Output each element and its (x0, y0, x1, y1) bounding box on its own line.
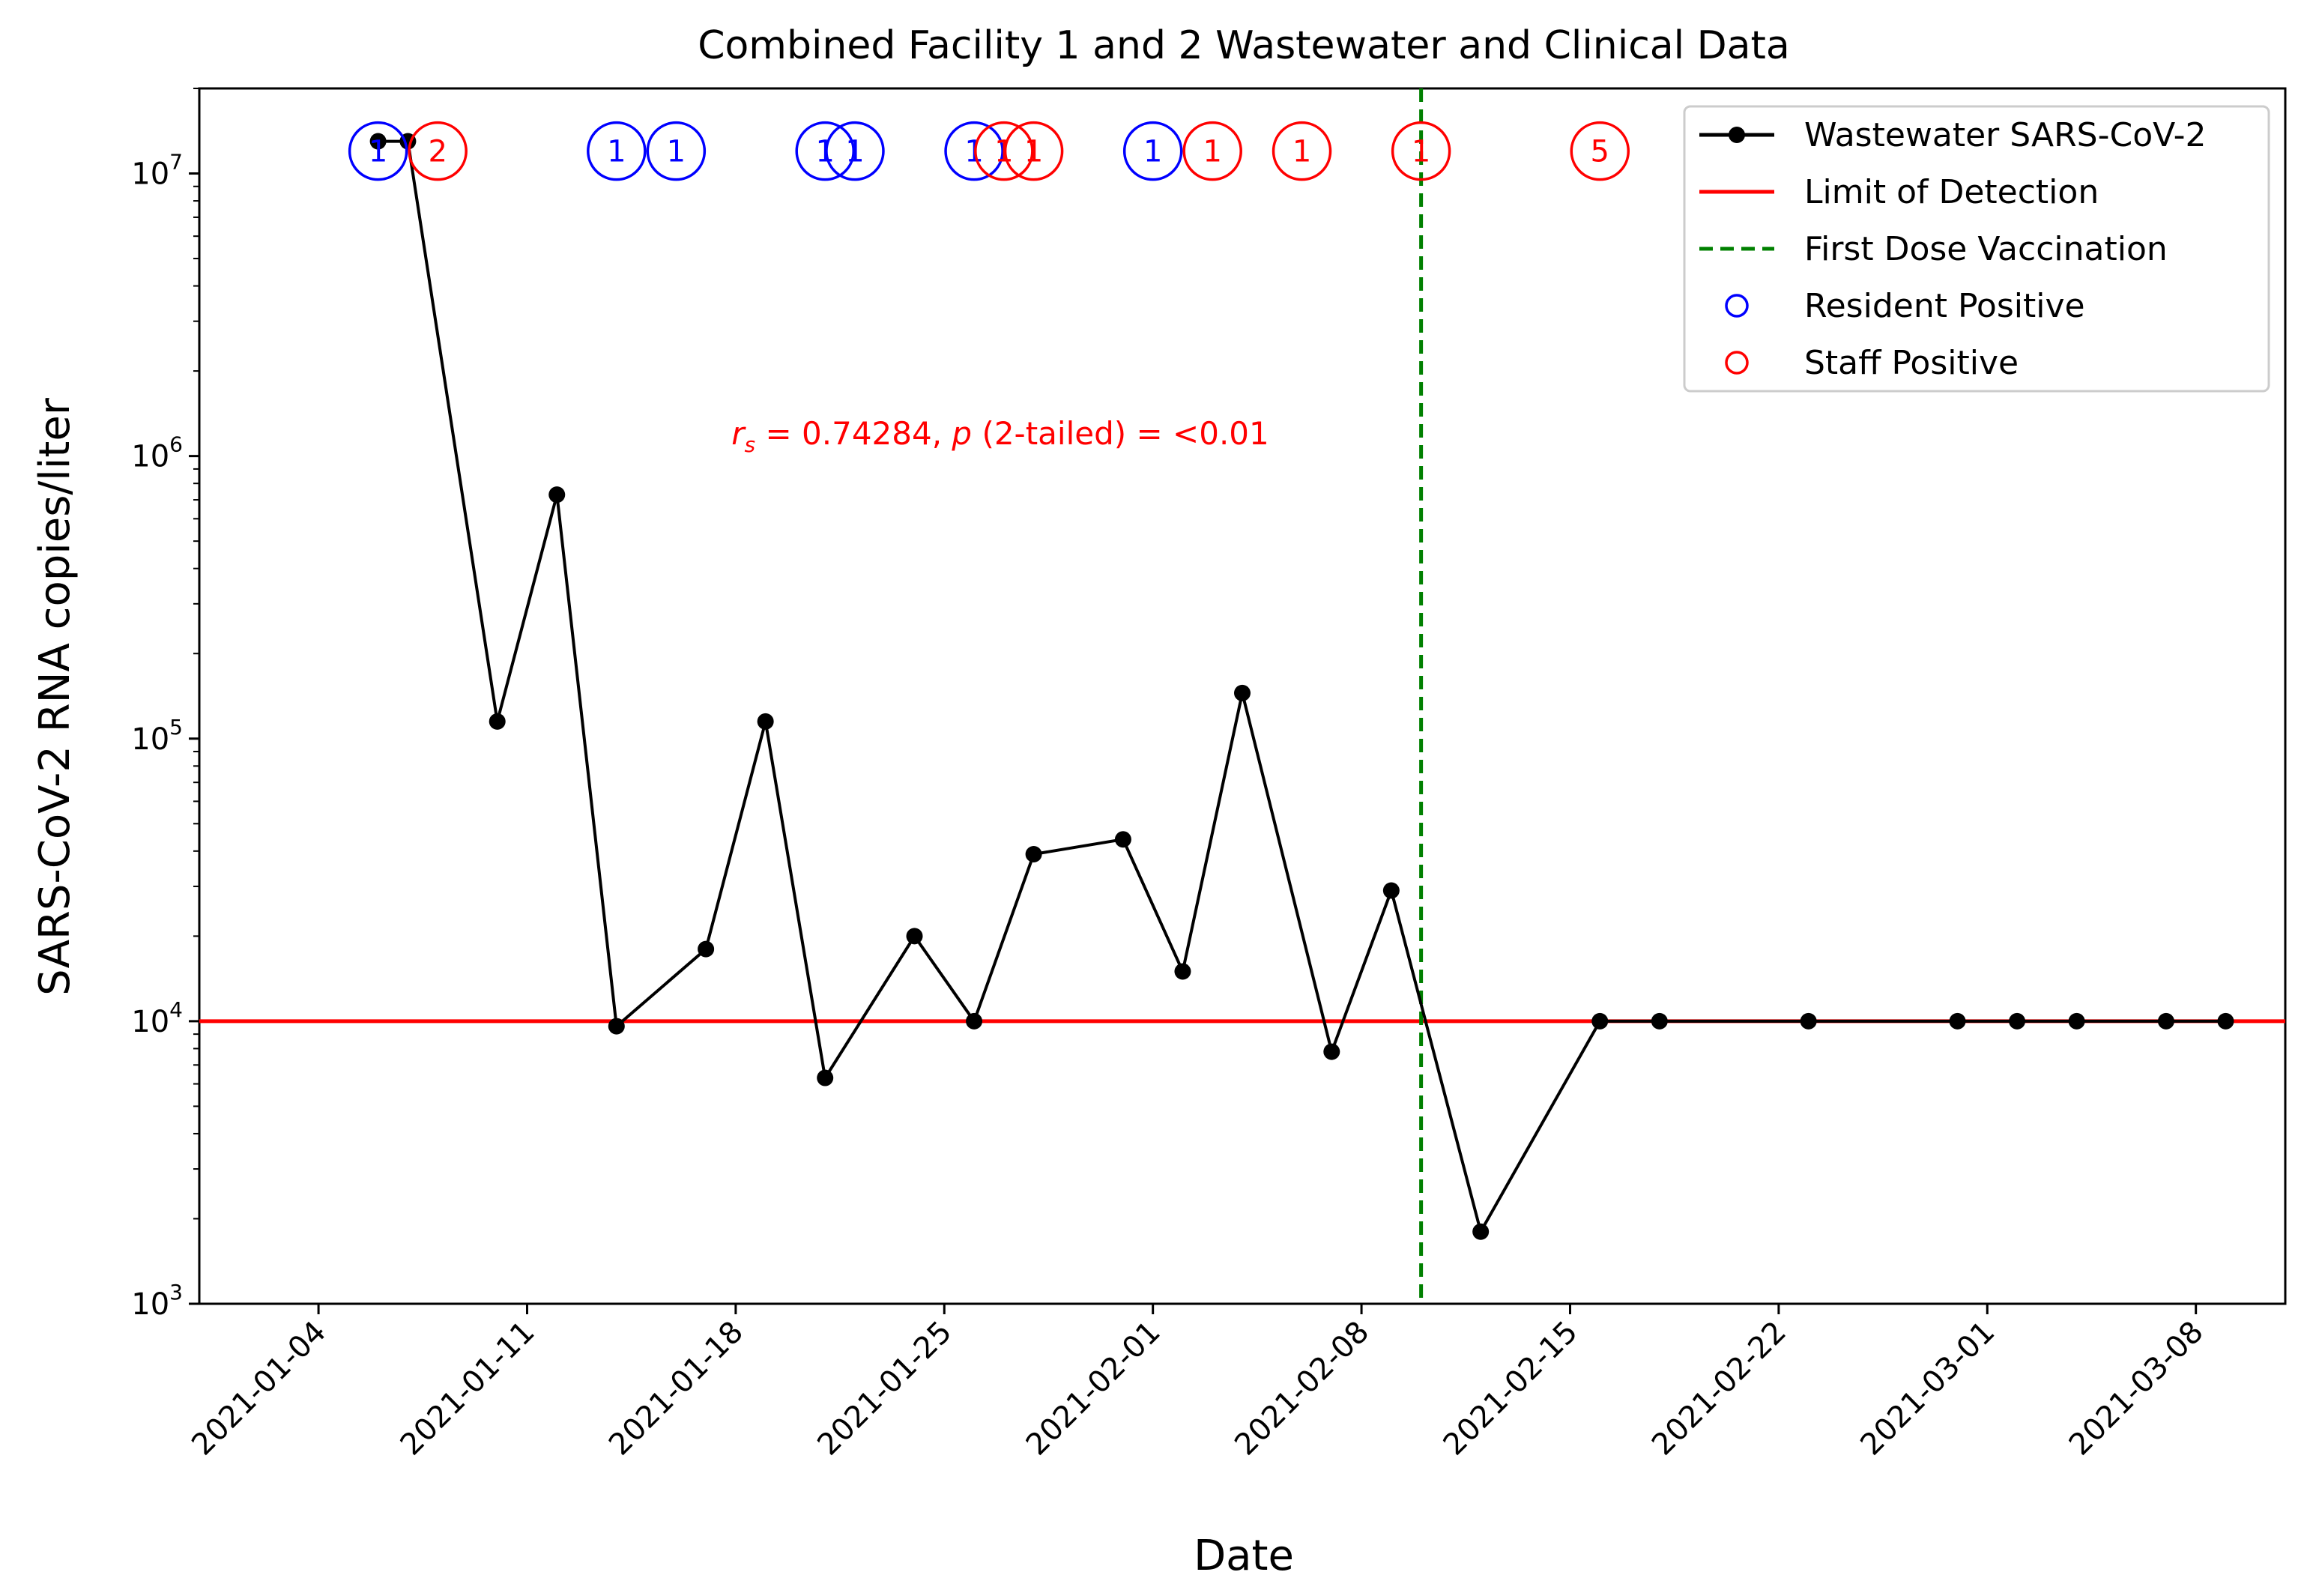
staff-positive-marker (1272, 121, 1332, 181)
legend: Wastewater SARS-CoV-2 Limit of Detection F… (1683, 105, 2270, 393)
x-tick-label: 2021-01-04 (185, 1315, 333, 1463)
resident-positive-marker (646, 121, 707, 181)
x-tick-label: 2021-01-11 (394, 1315, 542, 1463)
data-point (2157, 1012, 2174, 1030)
legend-entry: First Dose Vaccination (1699, 230, 2168, 268)
data-point (757, 713, 774, 730)
data-point (1472, 1223, 1490, 1240)
y-axis: 103 104 105 106 107 (131, 88, 199, 1322)
resident-positive-count: 1 (369, 135, 387, 169)
staff-positive-marker (1182, 121, 1242, 181)
resident-positive-marker (1122, 121, 1183, 181)
legend-label: Staff Positive (1804, 344, 2019, 382)
data-point (2009, 1012, 2026, 1030)
legend-label: First Dose Vaccination (1804, 230, 2168, 268)
x-tick-label: 2021-02-08 (1228, 1315, 1376, 1463)
data-point (489, 713, 506, 730)
legend-label: Wastewater SARS-CoV-2 (1804, 116, 2207, 154)
data-point (1114, 831, 1131, 848)
resident-positive-count: 1 (815, 135, 834, 169)
data-point (369, 133, 387, 150)
y-tick-label: 105 (131, 715, 183, 757)
legend-swatch-marker (1729, 127, 1745, 143)
legend-label: Limit of Detection (1804, 173, 2099, 211)
resident-positive-count: 1 (1143, 135, 1162, 169)
y-tick-label: 106 (131, 432, 183, 474)
resident-positive-marker (825, 121, 885, 181)
legend-entry: Limit of Detection (1699, 173, 2099, 211)
staff-positive-count: 1 (1024, 135, 1043, 169)
data-point (1234, 684, 1251, 701)
staff-positive-marker (1391, 121, 1451, 181)
data-point (1174, 963, 1191, 980)
staff-positive-count: 1 (1412, 135, 1430, 169)
legend-entry: Staff Positive (1725, 344, 2019, 382)
correlation-annotation: rs = 0.74284, p (2-tailed) = <0.01 (731, 415, 1269, 457)
data-point (2217, 1012, 2234, 1030)
data-point (548, 486, 566, 504)
x-tick-label: 2021-01-25 (811, 1315, 958, 1463)
staff-positive-count: 1 (994, 135, 1013, 169)
y-tick-label: 107 (131, 150, 183, 192)
data-point (2068, 1012, 2085, 1030)
y-tick-label: 103 (131, 1280, 183, 1322)
resident-positive-count: 1 (607, 135, 626, 169)
resident-positive-marker (944, 121, 1004, 181)
legend-label: Resident Positive (1804, 287, 2085, 325)
staff-positive-count: 1 (1203, 135, 1222, 169)
series-layer (369, 133, 2234, 1240)
resident-positive-count: 1 (667, 135, 686, 169)
x-tick-label: 2021-02-22 (1645, 1315, 1793, 1463)
data-point (1800, 1012, 1817, 1030)
legend-entry: Wastewater SARS-CoV-2 (1699, 116, 2207, 154)
staff-positive-count: 2 (428, 135, 447, 169)
data-point (1591, 1012, 1609, 1030)
y-axis-title: SARS-CoV-2 RNA copies/liter (31, 397, 79, 996)
legend-box (1683, 105, 2270, 393)
y-tick-label: 104 (131, 997, 183, 1039)
data-point (1025, 845, 1042, 862)
data-point (1651, 1012, 1668, 1030)
x-axis: 2021-01-04 2021-01-11 2021-01-18 2021-01-25… (185, 1304, 2210, 1462)
x-tick-label: 2021-01-18 (602, 1315, 750, 1463)
x-tick-label: 2021-02-15 (1437, 1315, 1585, 1463)
staff-positive-marker (1003, 121, 1064, 181)
data-point (1949, 1012, 1966, 1030)
resident-positive-count: 1 (964, 135, 983, 169)
x-tick-label: 2021-02-01 (1020, 1315, 1167, 1463)
staff-positive-count: 5 (1591, 135, 1609, 169)
x-axis-title: Date (1194, 1532, 1294, 1580)
staff-positive-marker (974, 121, 1034, 181)
resident-positive-marker (587, 121, 647, 181)
legend-swatch-circle (1725, 351, 1749, 375)
data-point (1382, 882, 1400, 899)
x-tick-label: 2021-03-01 (1854, 1315, 2001, 1463)
data-point (906, 928, 923, 945)
resident-positive-marker (795, 121, 855, 181)
chart-title: Combined Facility 1 and 2 Wastewater and… (698, 23, 1790, 68)
legend-entry: Resident Positive (1725, 287, 2085, 325)
legend-swatch-circle (1725, 294, 1749, 318)
resident-positive-marker (348, 121, 408, 181)
staff-positive-count: 1 (1292, 135, 1311, 169)
staff-positive-marker (408, 121, 468, 181)
data-point (698, 940, 715, 958)
data-point (608, 1018, 625, 1035)
x-tick-label: 2021-03-08 (2063, 1315, 2210, 1463)
resident-positive-count: 1 (845, 135, 864, 169)
data-point (1323, 1043, 1340, 1060)
staff-positive-marker (1570, 121, 1630, 181)
data-point (966, 1012, 983, 1030)
data-point (817, 1069, 834, 1086)
